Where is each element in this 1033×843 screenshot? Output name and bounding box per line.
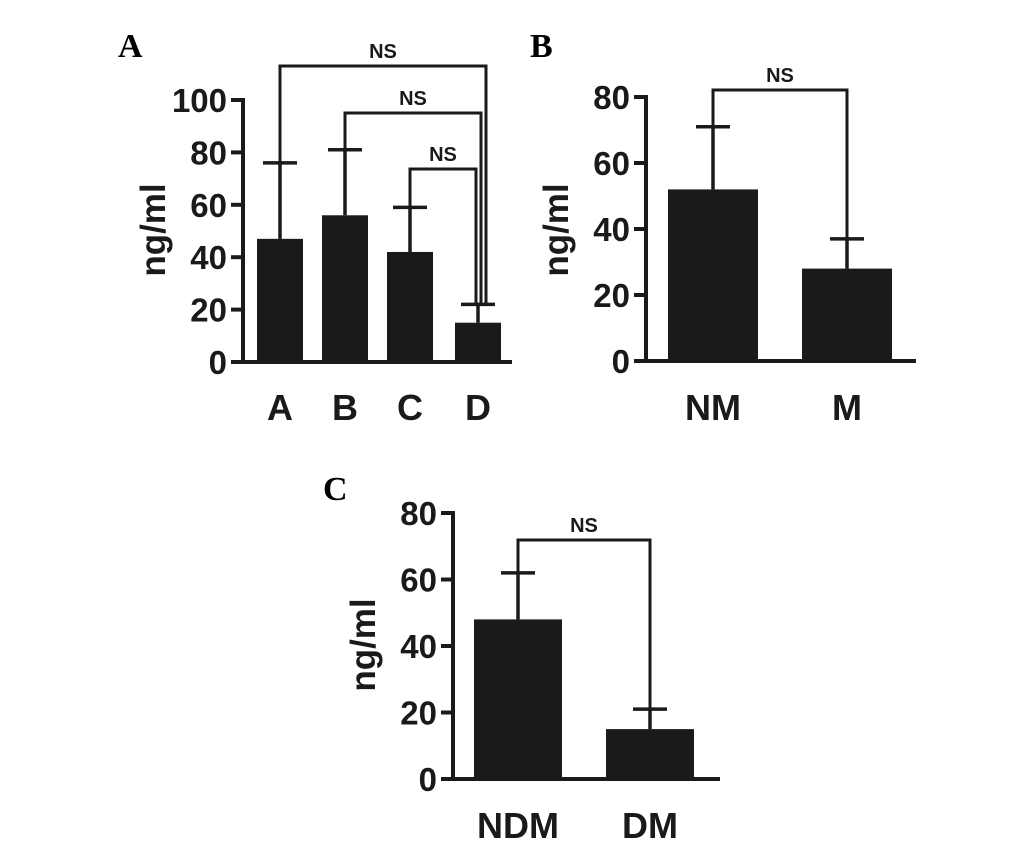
y-tick-label: 20 <box>190 292 227 329</box>
significance-label: NS <box>766 65 794 87</box>
y-tick-label: 60 <box>593 145 630 182</box>
y-tick-label: 0 <box>419 761 437 798</box>
y-tick-label: 60 <box>190 187 227 224</box>
y-tick-label: 40 <box>593 211 630 248</box>
significance-label: NS <box>399 88 427 110</box>
panel-label: B <box>530 28 553 65</box>
y-tick-label: 80 <box>593 79 630 116</box>
bar <box>387 251 433 362</box>
y-tick-label: 80 <box>400 495 437 532</box>
y-axis-title: ng/ml <box>344 598 383 691</box>
y-tick-label: 20 <box>593 277 630 314</box>
y-tick-label: 20 <box>400 695 437 732</box>
significance-bracket <box>516 538 652 709</box>
y-tick-label: 40 <box>190 239 227 276</box>
significance-label: NS <box>429 144 457 166</box>
significance-bracket <box>408 167 478 304</box>
category-label: C <box>397 387 423 428</box>
bar <box>455 322 501 362</box>
panel-label: C <box>323 471 348 508</box>
y-tick-label: 40 <box>400 628 437 665</box>
panel-b: B 0 20 40 60 80 ng/ml NM M NS <box>530 28 916 428</box>
bar <box>257 238 303 362</box>
y-tick-label: 0 <box>209 344 227 381</box>
y-axis-title: ng/ml <box>134 183 173 276</box>
panel-label: A <box>118 28 143 65</box>
significance-label: NS <box>369 41 397 63</box>
y-tick-label: 0 <box>612 343 630 380</box>
y-tick-label: 80 <box>190 134 227 171</box>
category-label: NDM <box>477 805 559 843</box>
bar <box>606 729 694 779</box>
y-tick-label: 100 <box>172 82 227 119</box>
category-label: NM <box>685 387 741 428</box>
category-label: M <box>832 387 862 428</box>
bar <box>802 268 892 361</box>
y-tick-label: 60 <box>400 562 437 599</box>
significance-label: NS <box>570 515 598 537</box>
bar <box>668 189 758 361</box>
bar <box>322 215 368 362</box>
significance-bracket <box>278 64 488 304</box>
bar <box>474 619 562 779</box>
category-label: DM <box>622 805 678 843</box>
panel-c: C 0 20 40 60 80 ng/ml NDM DM NS <box>323 471 720 843</box>
significance-bracket <box>343 111 483 304</box>
category-label: A <box>267 387 293 428</box>
category-label: D <box>465 387 491 428</box>
y-axis-title: ng/ml <box>537 183 576 276</box>
significance-bracket <box>711 88 849 238</box>
category-label: B <box>332 387 358 428</box>
